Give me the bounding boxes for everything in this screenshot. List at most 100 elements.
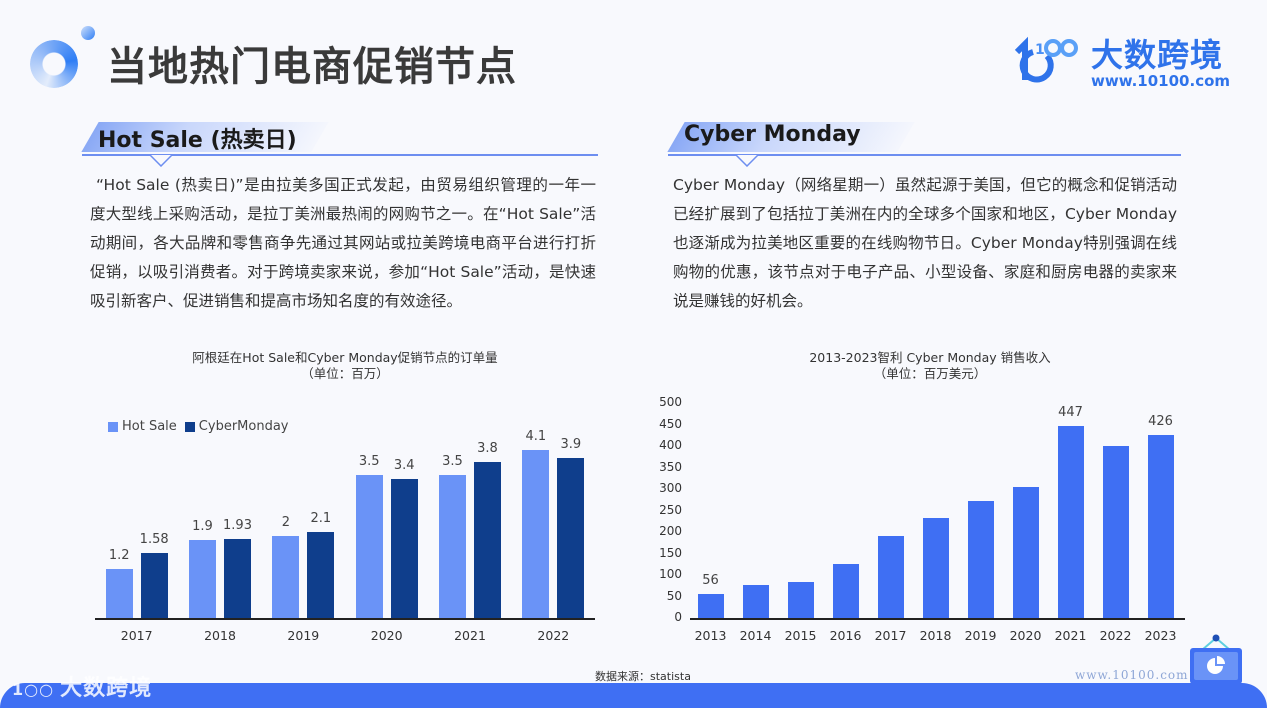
bar-value-label: 3.9: [560, 437, 582, 453]
y-tick-label: 250: [659, 502, 682, 517]
y-tick-label: 200: [659, 524, 682, 538]
bar-hot-sale: [439, 474, 466, 618]
x-tick-label: 2020: [1009, 628, 1042, 643]
pie-chart-board-icon: [1190, 634, 1242, 684]
title-dot-icon: [81, 26, 95, 40]
chart-plot-area: 1.2 1.58 1.9 1.93 2 2.1 3.5 3.4 3.5 3.8 4.1 3.9: [95, 429, 595, 618]
x-tick-label: 2016: [829, 628, 862, 643]
bar-hot-sale: [272, 536, 300, 618]
x-tick-label: 2014: [739, 628, 772, 643]
legend-swatch-cybermonday: [184, 421, 195, 432]
section-title: Hot Sale (热卖日): [98, 128, 297, 153]
bar-cybermonday: [224, 538, 251, 618]
bar-cybermonday: [140, 553, 168, 618]
bar-revenue: [922, 517, 949, 618]
bar-value-label: 1.93: [223, 517, 252, 533]
chart-subtitle: （单位：百万美元）: [873, 366, 987, 381]
brand-mark-icon: 1: [1014, 36, 1078, 83]
footer-brand: 1○○ 大数跨境: [12, 670, 152, 702]
x-tick-label: 2023: [1144, 628, 1177, 643]
x-tick-label: 2022: [1099, 628, 1132, 643]
brand-url: www.10100.com: [1091, 72, 1231, 90]
svg-text:1: 1: [1035, 42, 1045, 58]
title-ring-icon: [30, 40, 78, 88]
bar-revenue: [877, 535, 904, 618]
bar-revenue: [742, 584, 769, 618]
x-axis-labels: 2017 2018 2019 2020 2021 2022: [95, 628, 595, 646]
y-tick-label: 350: [659, 459, 682, 474]
bar-revenue: [1102, 446, 1129, 618]
y-tick-label: 150: [659, 545, 682, 560]
x-axis-line: [690, 618, 1185, 620]
y-tick-label: 450: [659, 416, 682, 431]
bar-revenue: [787, 581, 814, 618]
y-tick-label: 500: [659, 395, 682, 409]
bar-cybermonday: [474, 462, 501, 618]
footer-brand-name: 大数跨境: [60, 676, 153, 701]
y-tick-label: 50: [666, 588, 682, 603]
section-divider: [668, 154, 1181, 156]
chart-legend: Hot Sale CyberMonday: [108, 419, 288, 434]
x-tick-label: 2021: [1054, 628, 1087, 643]
x-axis-labels: 2013 2014 2015 2016 2017 2018 2019 2020 2021 2022…: [690, 628, 1185, 646]
x-tick-label: 2017: [874, 628, 907, 643]
bar-value-label: 4.1: [525, 429, 547, 444]
bar-hot-sale: [189, 540, 216, 618]
bar-value-label: 3.4: [393, 457, 415, 473]
bar-revenue: [967, 501, 994, 618]
bar-value-label: 3.5: [358, 453, 380, 469]
bar-value-label: 3.8: [477, 441, 498, 457]
bar-revenue: [1057, 425, 1084, 618]
x-tick-label: 2013: [694, 628, 727, 643]
cyber-monday-description: Cyber Monday（网络星期一）虽然起源于美国，但它的概念和促销活动已经扩…: [673, 176, 1177, 310]
x-tick-label: 2020: [370, 628, 403, 643]
bar-value-label: 1.58: [139, 532, 169, 548]
chart-argentina-orders: 阿根廷在Hot Sale和Cyber Monday促销节点的订单量 （单位：百万…: [95, 350, 595, 382]
page-title: 当地热门电商促销节点: [107, 44, 517, 90]
x-tick-label: 2015: [784, 628, 817, 643]
bar-value-label: 1.9: [192, 519, 213, 535]
section-header-hot-sale: Hot Sale (热卖日): [81, 118, 598, 167]
x-tick-label: 2021: [454, 628, 486, 643]
bar-value-label: 2: [281, 515, 290, 531]
chart-subtitle: （单位：百万）: [301, 366, 389, 381]
bar-value-label: 1.2: [108, 547, 130, 563]
section-notch-icon: [736, 155, 758, 167]
brand-name: 大数跨境: [1091, 36, 1224, 74]
bar-revenue: [1012, 486, 1039, 618]
section-notch-icon: [150, 155, 172, 167]
brand-logo: 1 大数跨境 www.10100.com: [1011, 30, 1231, 94]
legend-label-hot-sale: Hot Sale: [122, 419, 177, 434]
chart-chile-cyber-monday-revenue: 2013-2023智利 Cyber Monday 销售收入 （单位：百万美元）: [680, 350, 1180, 382]
bar-hot-sale: [355, 474, 383, 618]
bar-cybermonday: [557, 458, 585, 618]
bar-value-label: 2.1: [310, 510, 332, 526]
x-tick-label: 2019: [287, 628, 320, 643]
chart-plot-area: 56 447 426: [690, 403, 1185, 618]
section-divider: [82, 154, 598, 156]
x-tick-label: 2017: [120, 628, 153, 643]
section-header-cyber-monday: Cyber Monday: [667, 118, 1181, 167]
bar-value-label: 447: [1058, 404, 1083, 420]
hot-sale-description: “Hot Sale (热卖日)”是由拉美多国正式发起，由贸易组织管理的一年一度大…: [90, 176, 596, 310]
y-tick-label: 400: [659, 438, 682, 452]
bar-revenue: [832, 563, 859, 618]
bar-revenue: [697, 593, 724, 618]
section-title: Cyber Monday: [684, 122, 861, 147]
bar-cybermonday: [390, 478, 418, 618]
bar-value-label: 3.5: [442, 453, 463, 469]
chart-title: 2013-2023智利 Cyber Monday 销售收入: [809, 350, 1051, 365]
x-tick-label: 2018: [919, 628, 952, 643]
y-axis-labels: 0 50 100 150 200 250 300 350 400 450 500: [652, 395, 684, 626]
x-axis-line: [95, 618, 595, 620]
footer-brand-mark-icon: 1○○: [12, 680, 55, 699]
footer-url: www.10100.com: [1075, 668, 1189, 682]
bar-cybermonday: [307, 531, 335, 618]
bar-revenue: [1147, 434, 1174, 618]
legend-swatch-hot-sale: [108, 421, 118, 432]
legend-label-cybermonday: CyberMonday: [198, 419, 289, 434]
y-tick-label: 300: [659, 481, 682, 495]
bar-value-label: 56: [702, 572, 719, 588]
y-tick-label: 100: [659, 567, 682, 581]
bar-value-label: 426: [1148, 413, 1173, 429]
